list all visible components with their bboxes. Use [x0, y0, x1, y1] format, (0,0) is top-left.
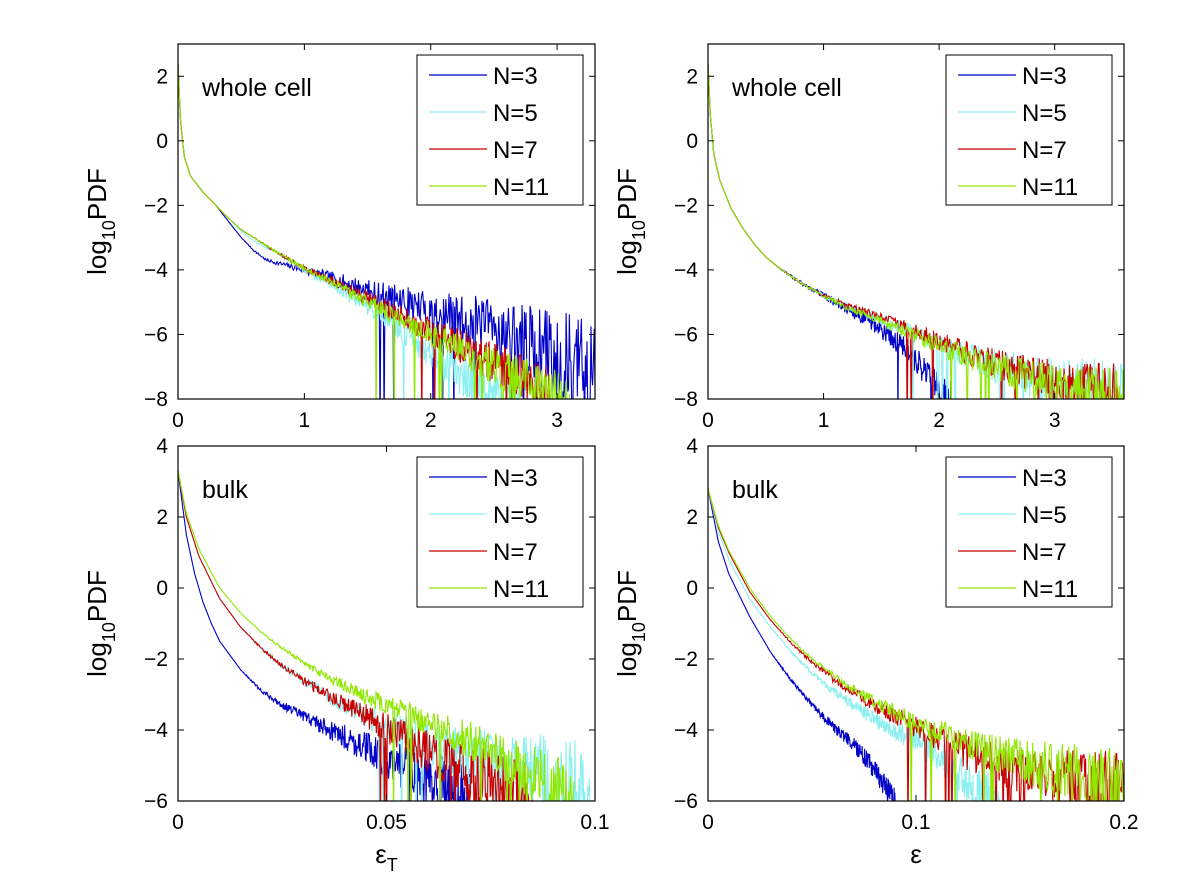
legend-entry: N=3: [1022, 465, 1067, 492]
y-tick-label: −4: [144, 259, 168, 282]
y-tick-label: −8: [674, 388, 698, 411]
x-tick-label: 0.2: [1109, 811, 1138, 834]
y-tick-label: −8: [144, 388, 168, 411]
x-tick-label: 0.1: [580, 811, 609, 834]
legend-entry: N=7: [493, 137, 538, 164]
x-tick-label: 3: [1049, 409, 1061, 432]
legend-entry: N=11: [1022, 576, 1078, 603]
legend-entry: N=3: [493, 63, 538, 90]
series-line-n-5: [178, 63, 520, 399]
y-tick-label: 4: [686, 435, 698, 458]
y-tick-label: 2: [156, 506, 168, 529]
legend-entry: N=3: [1022, 63, 1067, 90]
panel-label: whole cell: [731, 74, 842, 102]
y-tick-label: 0: [156, 577, 168, 600]
legend: N=3 N=5 N=7 N=11: [416, 54, 584, 206]
y-tick-label: 2: [686, 506, 698, 529]
y-tick-label: 0: [156, 130, 168, 153]
series-line-n-11: [708, 488, 1124, 801]
legend-box: [416, 456, 584, 608]
legend-entry: N=11: [493, 174, 549, 201]
y-tick-label: −4: [144, 719, 168, 742]
y-tick-label: −6: [144, 790, 168, 813]
legend-box: [416, 54, 584, 206]
y-tick-label: 2: [156, 65, 168, 88]
x-tick-label: 0.1: [901, 811, 930, 834]
y-tick-label: −4: [674, 719, 698, 742]
axes-frame: [177, 43, 596, 400]
series-line-n-7: [178, 470, 533, 801]
series-line-n-3: [708, 488, 896, 801]
legend-entry: N=7: [1022, 539, 1067, 566]
y-tick-label: 0: [686, 130, 698, 153]
series-line-n-11: [178, 470, 575, 801]
x-tick-label: 3: [551, 409, 563, 432]
y-tick-label: 4: [156, 435, 168, 458]
x-axis-label: εT: [375, 839, 398, 875]
y-tick-label: −6: [674, 323, 698, 346]
legend-entry: N=7: [493, 539, 538, 566]
legend-entry: N=3: [493, 465, 538, 492]
x-tick-label: 0: [172, 811, 184, 834]
x-axis-label: ε: [910, 839, 922, 869]
x-tick-label: 1: [818, 409, 830, 432]
legend-entry: N=5: [493, 100, 538, 127]
legend: N=3 N=5 N=7 N=11: [945, 54, 1113, 206]
y-axis-label: log10PDF: [82, 168, 119, 275]
legend-entry: N=5: [1022, 502, 1067, 529]
x-tick-label: 2: [425, 409, 437, 432]
legend-entry: N=5: [1022, 100, 1067, 127]
legend-entry: N=11: [1022, 174, 1078, 201]
y-tick-label: 0: [686, 577, 698, 600]
y-axis-label: log10PDF: [612, 570, 649, 677]
axes-frame: [707, 43, 1125, 400]
y-tick-label: −4: [674, 259, 698, 282]
x-tick-label: 0: [702, 811, 714, 834]
x-tick-label: 0.05: [366, 811, 407, 834]
series-group: [178, 470, 591, 801]
legend-entry: N=11: [493, 576, 549, 603]
y-axis-label: log10PDF: [82, 570, 119, 677]
y-tick-label: −6: [674, 790, 698, 813]
series-line-n-5: [708, 488, 1000, 801]
series-group: [708, 488, 1124, 801]
y-tick-label: −2: [144, 648, 168, 671]
panel-label: whole cell: [201, 74, 312, 102]
series-line-n-3: [708, 63, 952, 399]
legend-box: [945, 54, 1113, 206]
x-tick-label: 1: [299, 409, 311, 432]
series-group: [708, 63, 1124, 399]
y-axis-label: log10PDF: [612, 168, 649, 275]
legend: N=3 N=5 N=7 N=11: [416, 456, 584, 608]
series-line-n-11: [708, 63, 1124, 399]
x-tick-label: 2: [933, 409, 945, 432]
y-tick-label: −2: [144, 194, 168, 217]
legend-box: [945, 456, 1113, 608]
series-line-n-11: [178, 63, 571, 399]
y-tick-label: −2: [674, 648, 698, 671]
legend: N=3 N=5 N=7 N=11: [945, 456, 1113, 608]
y-tick-label: −2: [674, 194, 698, 217]
legend-entry: N=5: [493, 502, 538, 529]
panel-label: bulk: [732, 476, 778, 504]
panel-label: bulk: [202, 476, 248, 504]
x-tick-label: 0: [172, 409, 184, 432]
series-group: [178, 63, 595, 399]
y-tick-label: −6: [144, 323, 168, 346]
legend-entry: N=7: [1022, 137, 1067, 164]
series-line-n-3: [178, 63, 595, 399]
series-line-n-7: [708, 488, 1124, 801]
y-tick-label: 2: [686, 65, 698, 88]
x-tick-label: 0: [702, 409, 714, 432]
panel-3: 0 0.05 0.1 4 2 0 −2 −4 −6 log10PDF εT bulk N=3 N=5 N=7…: [82, 435, 610, 875]
